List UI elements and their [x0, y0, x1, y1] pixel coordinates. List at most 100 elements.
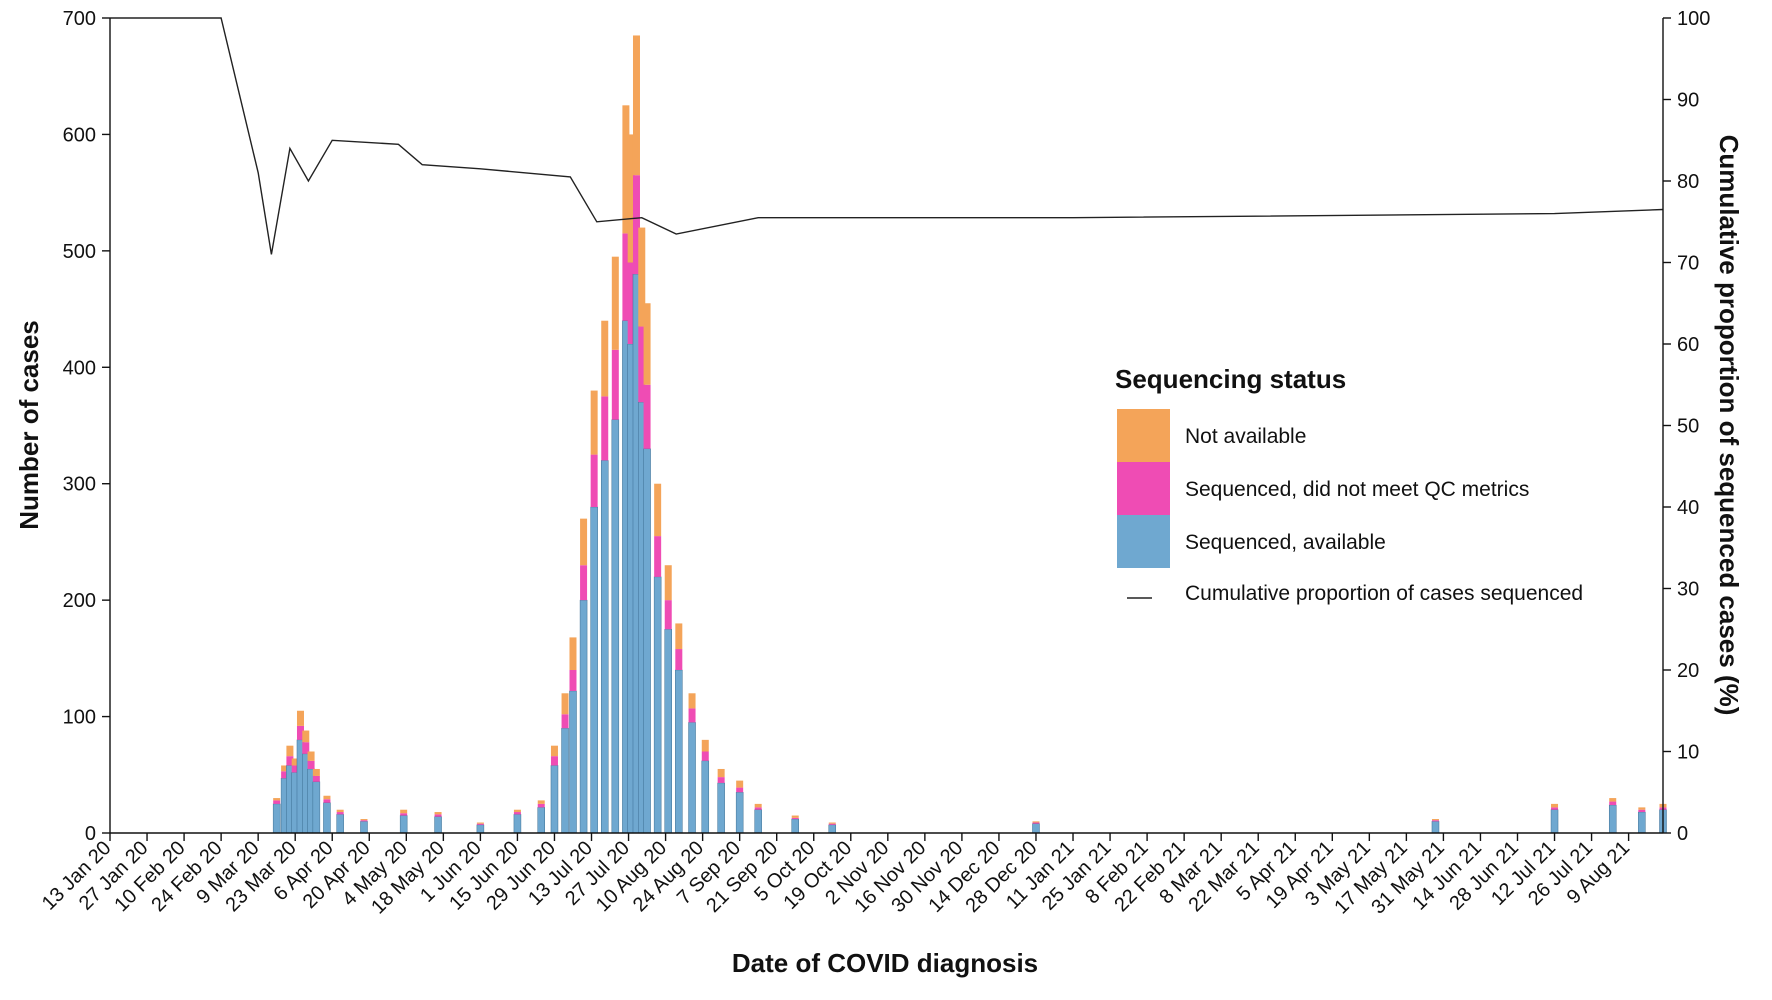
y-tick-label: 100 [63, 707, 96, 729]
bar-na-33 [717, 768, 725, 778]
y2-tick-label: 60 [1677, 334, 1699, 356]
bar-seq-14 [513, 814, 522, 834]
axes-group [102, 17, 1671, 841]
bar-seq-34 [735, 792, 744, 834]
bar-qc-6 [307, 760, 315, 769]
bar-na-10 [360, 819, 368, 821]
bar-qc-8 [323, 799, 331, 803]
bar-na-15 [537, 800, 545, 804]
bar-qc-10 [360, 820, 368, 822]
y-tick-label: 0 [85, 823, 96, 845]
bar-na-6 [307, 751, 315, 761]
bar-na-31 [688, 693, 696, 709]
bar-na-38 [1032, 821, 1040, 823]
bar-qc-5 [302, 742, 310, 754]
bar-qc-40 [1551, 807, 1559, 810]
bar-seq-41 [1608, 804, 1617, 834]
legend-swatch-qc-failed [1117, 462, 1170, 515]
bar-qc-19 [580, 565, 588, 601]
bar-qc-39 [1431, 820, 1439, 822]
bar-na-22 [611, 256, 619, 350]
bar-seq-9 [336, 814, 344, 834]
bar-seq-11 [399, 815, 408, 834]
bar-na-30 [675, 623, 683, 650]
bar-qc-33 [717, 777, 725, 783]
bar-qc-27 [643, 384, 651, 449]
y-tick-label: 200 [63, 590, 96, 612]
bar-qc-14 [513, 812, 521, 815]
bar-na-40 [1551, 803, 1559, 808]
x-axis-title: Date of COVID diagnosis [732, 948, 1038, 978]
bar-qc-37 [828, 823, 836, 825]
bar-qc-11 [400, 813, 408, 816]
y-tick-label: 700 [63, 8, 96, 30]
bar-qc-15 [537, 803, 545, 808]
bar-seq-21 [600, 460, 609, 834]
legend: Sequencing status Not available Sequence… [1115, 364, 1583, 605]
bar-na-4 [296, 710, 304, 726]
bar-seq-37 [828, 824, 837, 834]
bar-na-25 [632, 35, 640, 176]
bar-na-1 [281, 765, 289, 772]
bar-seq-39 [1431, 821, 1440, 834]
y2-tick-label: 100 [1677, 8, 1710, 30]
y2-tick-label: 70 [1677, 253, 1699, 275]
bar-na-8 [323, 795, 331, 800]
y2-tick-label: 80 [1677, 171, 1699, 193]
bar-seq-29 [664, 629, 672, 834]
cumulative-line [110, 17, 1664, 255]
bar-seq-38 [1032, 823, 1040, 834]
bar-qc-9 [336, 812, 344, 815]
bar-na-9 [336, 809, 344, 813]
bar-seq-32 [701, 760, 710, 834]
bar-na-32 [701, 739, 709, 752]
bar-seq-30 [675, 669, 683, 834]
bar-na-16 [550, 745, 558, 757]
bar-qc-2 [286, 756, 294, 766]
bar-seq-10 [360, 821, 368, 834]
legend-label-cumulative: Cumulative proportion of cases sequenced [1185, 582, 1583, 605]
y-tick-label: 600 [63, 124, 96, 146]
bar-na-0 [273, 798, 281, 801]
bar-seq-16 [550, 765, 559, 834]
y-tick-label: 500 [63, 241, 96, 263]
y2-tick-label: 50 [1677, 416, 1699, 438]
bar-qc-42 [1638, 809, 1646, 813]
bar-na-26 [638, 227, 646, 327]
bar-na-5 [302, 730, 310, 743]
bar-na-35 [754, 803, 762, 808]
bar-qc-24 [627, 262, 635, 344]
legend-label-sequenced: Sequenced, available [1185, 531, 1386, 554]
bar-qc-23 [622, 233, 630, 321]
bar-seq-42 [1638, 811, 1646, 834]
bar-na-3 [291, 758, 299, 766]
bar-seq-12 [434, 816, 442, 834]
bar-na-11 [400, 809, 408, 814]
bar-seq-22 [611, 419, 620, 834]
bar-seq-13 [476, 824, 485, 834]
bar-qc-26 [638, 326, 646, 403]
bar-qc-28 [654, 536, 662, 577]
bar-qc-0 [273, 800, 281, 804]
bar-seq-40 [1550, 809, 1559, 834]
bar-na-24 [627, 134, 635, 263]
bar-na-23 [622, 105, 630, 234]
bar-na-19 [580, 518, 588, 566]
y2-tick-labels: 0 10 20 30 40 50 60 70 80 90 100 [1677, 8, 1710, 845]
bar-qc-12 [434, 814, 442, 817]
bar-series-group [272, 35, 1667, 834]
bar-qc-25 [632, 175, 640, 275]
bar-qc-21 [601, 396, 609, 461]
bar-na-17 [561, 693, 569, 715]
bar-qc-30 [675, 649, 683, 670]
y2-axis-title: Cumulative proportion of sequenced cases… [1714, 135, 1744, 716]
bar-qc-35 [754, 807, 762, 810]
bar-na-20 [590, 390, 598, 455]
bar-qc-34 [736, 787, 744, 793]
legend-title: Sequencing status [1115, 364, 1346, 394]
bar-qc-22 [611, 349, 619, 420]
bar-na-41 [1609, 798, 1617, 802]
bar-qc-36 [791, 817, 799, 820]
